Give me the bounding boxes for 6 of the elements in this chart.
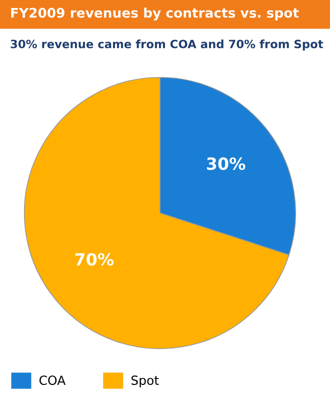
data-label: 30%	[207, 157, 246, 170]
data-label: 70%	[75, 253, 114, 266]
chart-subtitle: 30% revenue came from COA and 70% from Spot	[10, 39, 324, 51]
chart-title: FY2009 revenues by contracts vs. spot	[11, 8, 299, 20]
legend-label: Spot	[131, 376, 159, 388]
legend-label: COA	[39, 376, 66, 385]
